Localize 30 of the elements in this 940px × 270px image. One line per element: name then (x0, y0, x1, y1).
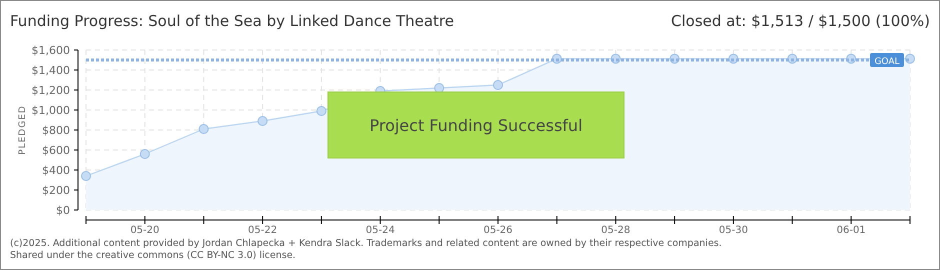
x-tick-label: 05-24 (366, 225, 395, 236)
x-tick-label: 06-01 (836, 225, 866, 236)
chart-title: Funding Progress: Soul of the Sea by Linked Dance Theatre (10, 12, 454, 30)
y-tick-label: $600 (42, 144, 70, 157)
y-tick-label: $400 (42, 164, 70, 177)
y-tick-label: $1,600 (32, 44, 70, 57)
x-tick-label: 05-26 (483, 225, 513, 236)
x-tick-label: 05-30 (718, 225, 748, 236)
point (198, 124, 209, 134)
point (493, 80, 503, 90)
ref-line-label: GOAL (874, 57, 900, 67)
y-tick-label: $800 (42, 124, 70, 137)
x-tick-label: 05-28 (601, 225, 630, 236)
annotation: Project Funding Successful (369, 116, 583, 135)
point (81, 171, 91, 181)
y-tick-label: $0 (56, 204, 70, 217)
point (316, 106, 326, 116)
y-tick-label: $1,200 (32, 84, 70, 97)
y-axis-title: PLEDGED (18, 105, 28, 155)
y-tick-label: $1,000 (32, 104, 70, 117)
y-tick-label: $200 (42, 184, 70, 197)
text: (c)2025. Additional content provided by Jordan Chlapecka + Kendra Slack. Trademarks and related content are owned by their respective companies. (10, 238, 722, 249)
text: Shared under the creative commons (CC BY-NC 3.0) license. (10, 250, 296, 261)
point (258, 116, 268, 126)
x-tick-label: 05-20 (130, 225, 160, 236)
y-tick-label: $1,400 (32, 64, 70, 77)
chart-subtitle: Closed at: $1,513 / $1,500 (100%) (671, 12, 930, 30)
x-tick-label: 05-22 (248, 225, 278, 236)
point (434, 83, 444, 93)
point (140, 149, 150, 159)
